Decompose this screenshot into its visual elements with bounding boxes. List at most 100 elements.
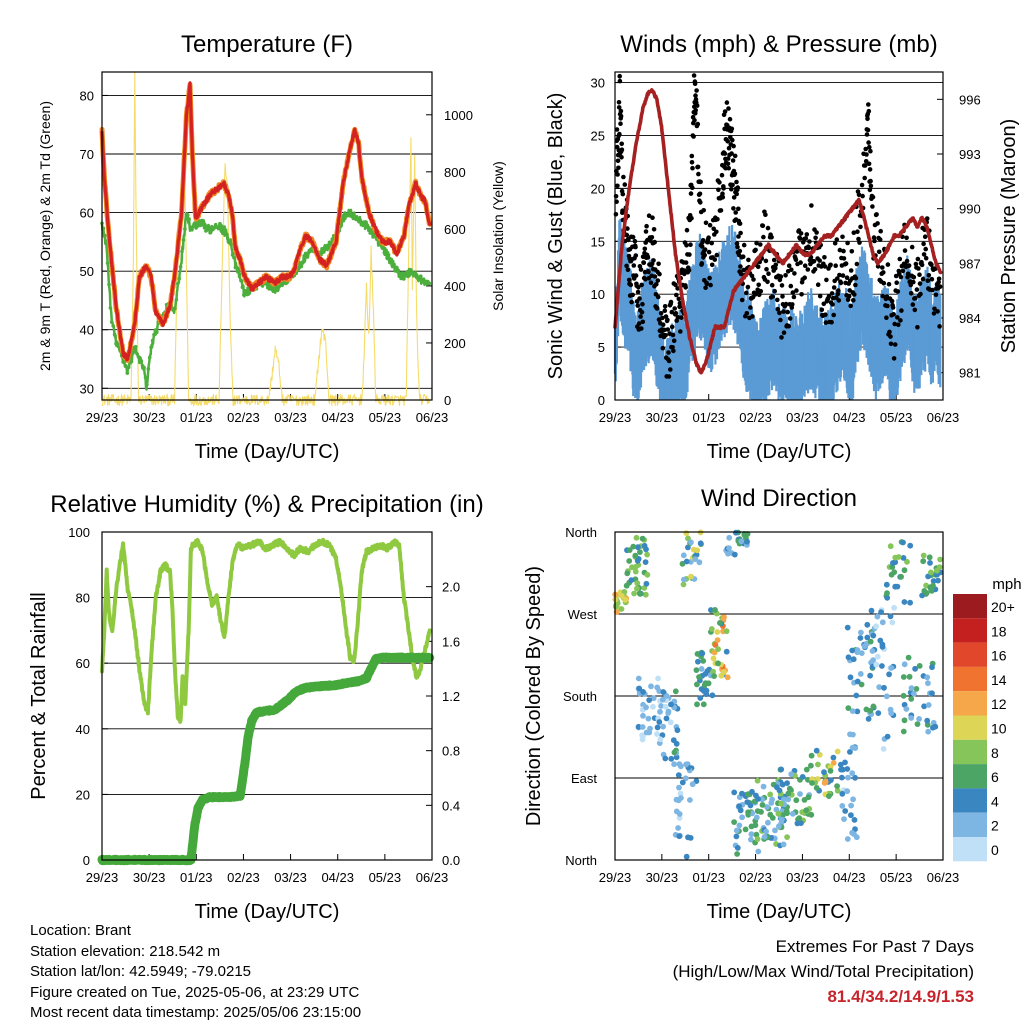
gust-point xyxy=(840,273,846,278)
gust-point xyxy=(814,230,819,235)
gust-point xyxy=(922,234,928,239)
x-tick-label: 29/23 xyxy=(599,870,632,885)
direction-point xyxy=(929,690,935,697)
gust-point xyxy=(621,174,626,180)
dewpoint-point xyxy=(343,211,347,215)
direction-point xyxy=(660,723,666,730)
x-tick-label: 29/23 xyxy=(599,410,632,425)
dewpoint-point xyxy=(223,228,228,232)
gust-point xyxy=(867,167,873,172)
legend-swatch xyxy=(953,594,987,619)
direction-point xyxy=(890,560,896,566)
y-tick-label: 20 xyxy=(591,181,605,196)
direction-point xyxy=(685,544,691,551)
gust-point xyxy=(654,282,659,287)
direction-point xyxy=(630,543,637,550)
gust-point xyxy=(726,165,731,171)
direction-point xyxy=(657,736,664,743)
gust-point xyxy=(673,311,679,316)
gust-point xyxy=(935,309,940,314)
dewpoint-point xyxy=(243,289,247,293)
gust-point xyxy=(722,151,728,156)
x-tick-label: 04/23 xyxy=(833,870,866,885)
gust-point xyxy=(755,264,761,270)
direction-point xyxy=(634,557,641,564)
gust-point xyxy=(619,155,624,160)
gust-point xyxy=(787,316,793,321)
x-tick-label: 05/23 xyxy=(369,410,402,425)
gust-point xyxy=(758,288,764,294)
gust-point xyxy=(694,88,699,93)
gust-point xyxy=(756,292,762,298)
gust-point xyxy=(615,158,621,164)
gust-point xyxy=(865,116,870,122)
direction-point xyxy=(913,686,920,692)
direction-point xyxy=(841,816,847,822)
direction-point xyxy=(682,775,689,782)
y2-tick-label: 800 xyxy=(444,165,466,180)
gust-point xyxy=(821,301,827,307)
gust-point xyxy=(823,320,829,325)
dewpoint-point xyxy=(386,253,391,257)
direction-point xyxy=(925,702,932,708)
gust-point xyxy=(885,303,890,309)
gust-point xyxy=(650,215,655,220)
gust-point xyxy=(744,311,750,316)
y-tick-label: 15 xyxy=(591,234,605,249)
direction-point xyxy=(676,761,683,767)
gust-point xyxy=(855,229,860,234)
gust-point xyxy=(880,265,885,270)
dewpoint-point xyxy=(390,259,395,264)
direction-point xyxy=(884,733,891,740)
gust-point xyxy=(707,222,713,228)
dewpoint-point xyxy=(326,243,330,248)
gust-point xyxy=(880,293,886,299)
direction-point xyxy=(865,716,872,722)
direction-point xyxy=(624,570,631,577)
dewpoint-point xyxy=(397,271,402,275)
gust-point xyxy=(803,236,809,241)
direction-point xyxy=(778,766,785,773)
dewpoint-point xyxy=(190,227,194,232)
gust-point xyxy=(700,238,706,243)
gust-point xyxy=(737,221,743,226)
direction-point xyxy=(724,674,731,681)
gust-point xyxy=(777,310,782,316)
gust-point xyxy=(900,268,906,274)
legend-label: 10 xyxy=(991,721,1007,737)
gust-point xyxy=(726,145,732,151)
gust-point xyxy=(786,263,792,269)
dewpoint-point xyxy=(149,345,153,350)
direction-point xyxy=(733,833,740,840)
dewpoint-point xyxy=(173,306,177,311)
direction-point xyxy=(761,834,768,840)
dewpoint-point xyxy=(201,218,205,223)
x-tick-label: 30/23 xyxy=(646,410,679,425)
gust-point xyxy=(805,267,811,272)
y-tick-label: 0 xyxy=(83,853,90,868)
direction-point xyxy=(737,807,744,814)
gust-point xyxy=(923,255,929,261)
gust-point xyxy=(887,329,892,335)
gust-point xyxy=(673,282,678,288)
gust-point xyxy=(662,327,667,333)
gust-point xyxy=(856,236,861,242)
panel-1: Temperature (F) Time (Day/UTC) 29/23 30/23 0… xyxy=(37,31,506,463)
direction-point xyxy=(815,761,821,768)
dewpoint-point xyxy=(139,359,144,363)
gust-point xyxy=(863,146,868,152)
y-tick-label: 20 xyxy=(76,787,90,802)
gust-point xyxy=(763,212,768,217)
gust-point xyxy=(877,237,883,242)
gust-point xyxy=(834,237,840,242)
direction-point xyxy=(662,703,669,710)
x-axis-label: Time (Day/UTC) xyxy=(195,901,340,923)
direction-point xyxy=(662,755,669,762)
gust-point xyxy=(875,221,880,226)
gust-point xyxy=(670,345,675,350)
gust-point xyxy=(649,235,655,240)
direction-point xyxy=(805,776,811,783)
gust-point xyxy=(831,312,836,318)
dewpoint-point xyxy=(176,281,180,286)
direction-point xyxy=(733,827,740,834)
